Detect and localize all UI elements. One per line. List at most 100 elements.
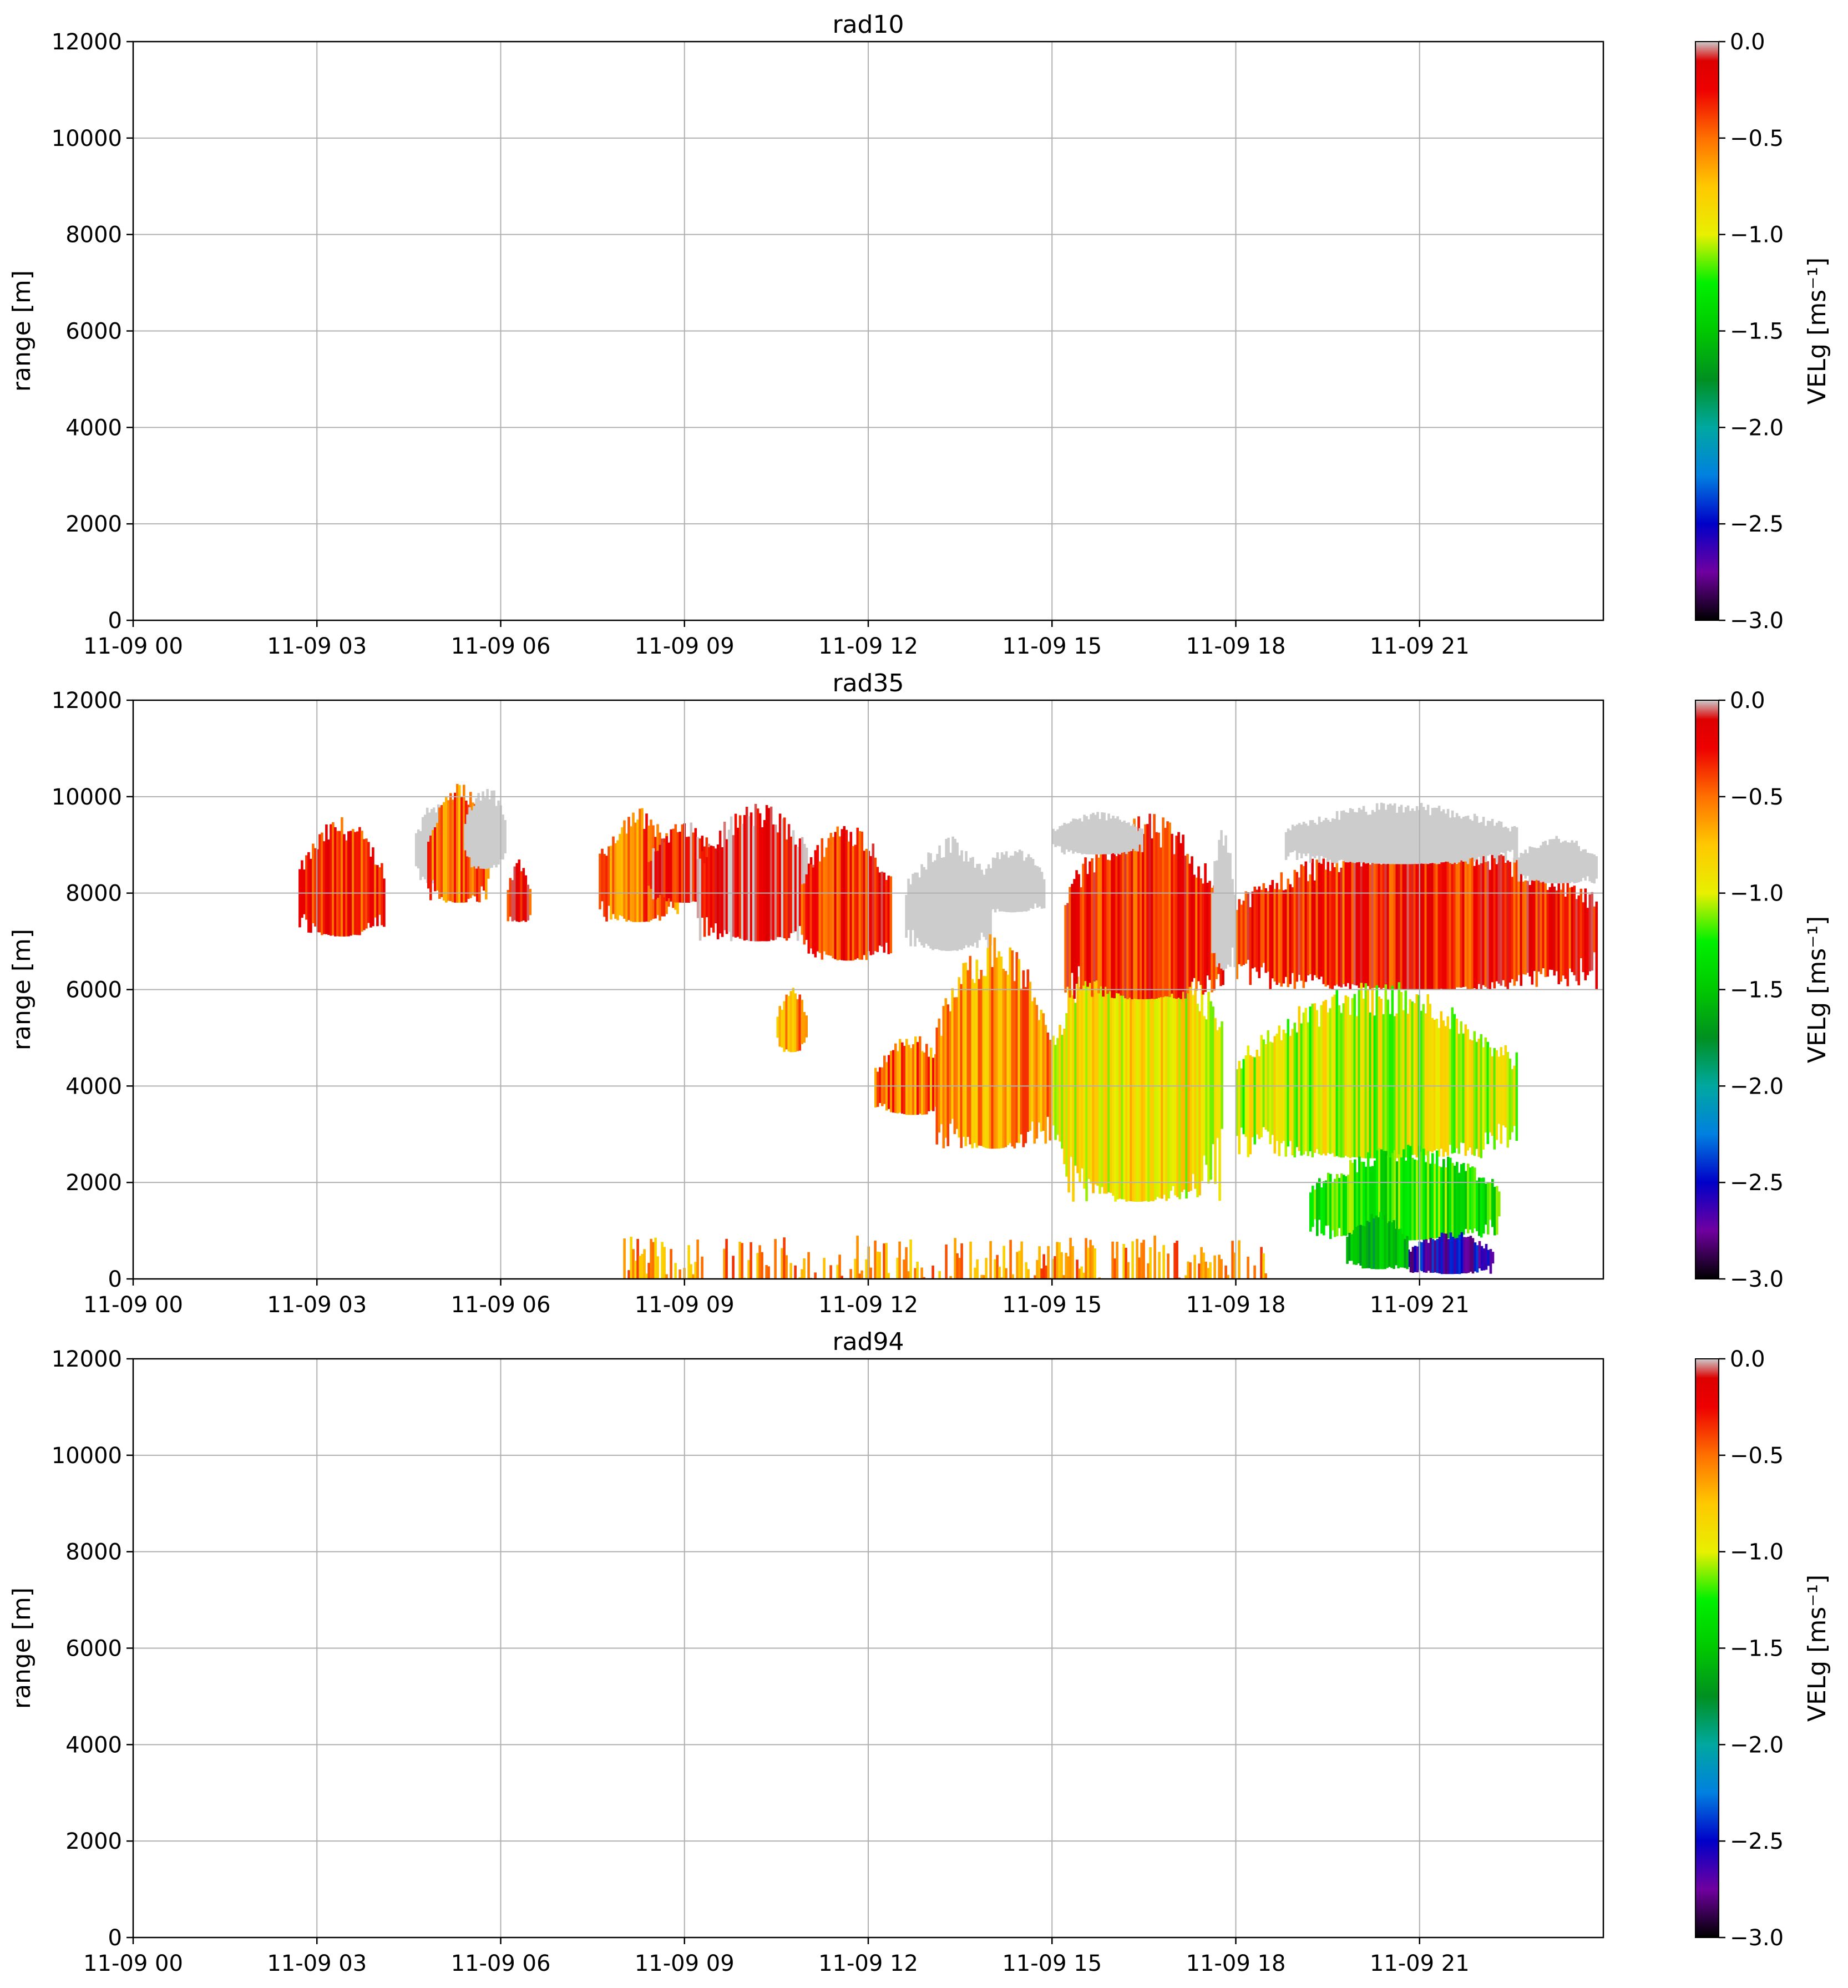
echo-column (1161, 917, 1163, 1199)
echo-column (966, 970, 970, 1137)
colorbar-tick-label: −2.0 (1730, 415, 1784, 441)
echo-column (641, 808, 644, 922)
echo-column (946, 1004, 950, 1146)
echo-column (1121, 822, 1123, 853)
echo-column (1315, 859, 1319, 978)
echo-column (1495, 822, 1498, 863)
echo-column (1336, 1174, 1339, 1236)
echo-column (792, 988, 794, 1053)
echo-column (958, 1258, 961, 1279)
echo-column (1069, 887, 1071, 998)
echo-column (712, 847, 715, 933)
echo-column (381, 863, 383, 925)
echo-column (1111, 852, 1113, 998)
echo-column (1000, 852, 1004, 912)
echo-column (1380, 999, 1383, 1159)
echo-column (874, 857, 877, 952)
echo-column (1378, 996, 1381, 1159)
echo-column (789, 836, 793, 933)
echo-column (690, 1264, 692, 1279)
echo-column (1208, 881, 1211, 980)
echo-column (761, 1252, 763, 1279)
echo-column (634, 822, 637, 922)
echo-column (1340, 1013, 1343, 1158)
echo-column (741, 1243, 743, 1279)
echo-column (883, 1055, 886, 1104)
echo-column (1107, 947, 1110, 1192)
echo-column (305, 855, 308, 920)
echo-column (1264, 888, 1268, 973)
echo-column (1369, 1166, 1372, 1238)
echo-column (1284, 889, 1288, 977)
echo-column (1504, 863, 1507, 987)
echo-column (654, 851, 657, 900)
echo-column (1307, 1022, 1310, 1156)
echo-column (716, 844, 720, 939)
echo-column (1313, 822, 1317, 858)
echo-column (1154, 923, 1157, 1200)
echo-patch-1030-1130 (776, 988, 808, 1053)
echo-column (1151, 838, 1153, 999)
echo-column (1064, 905, 1067, 993)
echo-column (1140, 1242, 1143, 1279)
echo-column (1247, 892, 1250, 960)
echo-column (1413, 1003, 1416, 1155)
data-layer (298, 783, 1598, 1279)
echo-column (1437, 842, 1441, 990)
echo-column (1360, 1161, 1363, 1237)
echo-column (1020, 851, 1024, 912)
echo-column (1369, 864, 1372, 990)
echo-column (1191, 856, 1193, 982)
echo-column (623, 820, 626, 919)
echo-column (1062, 1275, 1065, 1279)
echo-column (632, 1249, 635, 1279)
echo-column (1004, 971, 1007, 1147)
echo-column (1221, 1021, 1223, 1129)
echo-column (1375, 803, 1379, 864)
echo-column (1478, 1177, 1481, 1236)
echo-column (1487, 1182, 1490, 1235)
echo-column (1375, 1215, 1378, 1269)
y-tick-label: 6000 (65, 319, 122, 345)
echo-column (1477, 1039, 1481, 1157)
echo-column (1353, 853, 1356, 985)
echo-column (745, 807, 748, 940)
echo-column (1427, 1151, 1430, 1240)
echo-column (1424, 851, 1427, 990)
echo-column (823, 1258, 826, 1279)
echo-column (1042, 879, 1046, 909)
echo-column (863, 851, 866, 955)
echo-column (1373, 847, 1376, 988)
y-tick-label: 2000 (65, 1829, 122, 1854)
echo-column (1434, 1240, 1437, 1273)
echo-column (938, 845, 941, 950)
echo-column (1399, 1228, 1402, 1268)
echo-column (1528, 885, 1532, 977)
echo-column (883, 1243, 885, 1279)
echo-column (783, 817, 786, 939)
echo-column (1302, 866, 1305, 988)
echo-column (934, 1054, 937, 1107)
echo-column (998, 1267, 1001, 1279)
echo-column (1291, 1029, 1294, 1156)
echo-column (1031, 1001, 1034, 1122)
echo-column (1378, 810, 1381, 864)
echo-column (1081, 962, 1084, 1168)
x-tick-label: 11-09 06 (451, 634, 551, 659)
echo-column (876, 1251, 879, 1279)
echo-column (372, 847, 374, 927)
echo-column (1371, 849, 1374, 988)
echo-column (1588, 894, 1592, 972)
echo-column (976, 1259, 979, 1279)
echo-low-cloud-1500-1800 (1052, 904, 1223, 1202)
echo-column (1175, 836, 1178, 999)
echo-column (1373, 812, 1376, 864)
echo-column (1406, 805, 1410, 864)
echo-column (1150, 940, 1152, 1201)
echo-column (427, 842, 430, 889)
echo-column (1258, 1056, 1261, 1139)
echo-column (1101, 812, 1103, 854)
echo-column (350, 831, 352, 936)
echo-column (1385, 1151, 1388, 1240)
echo-column (1476, 1180, 1479, 1231)
